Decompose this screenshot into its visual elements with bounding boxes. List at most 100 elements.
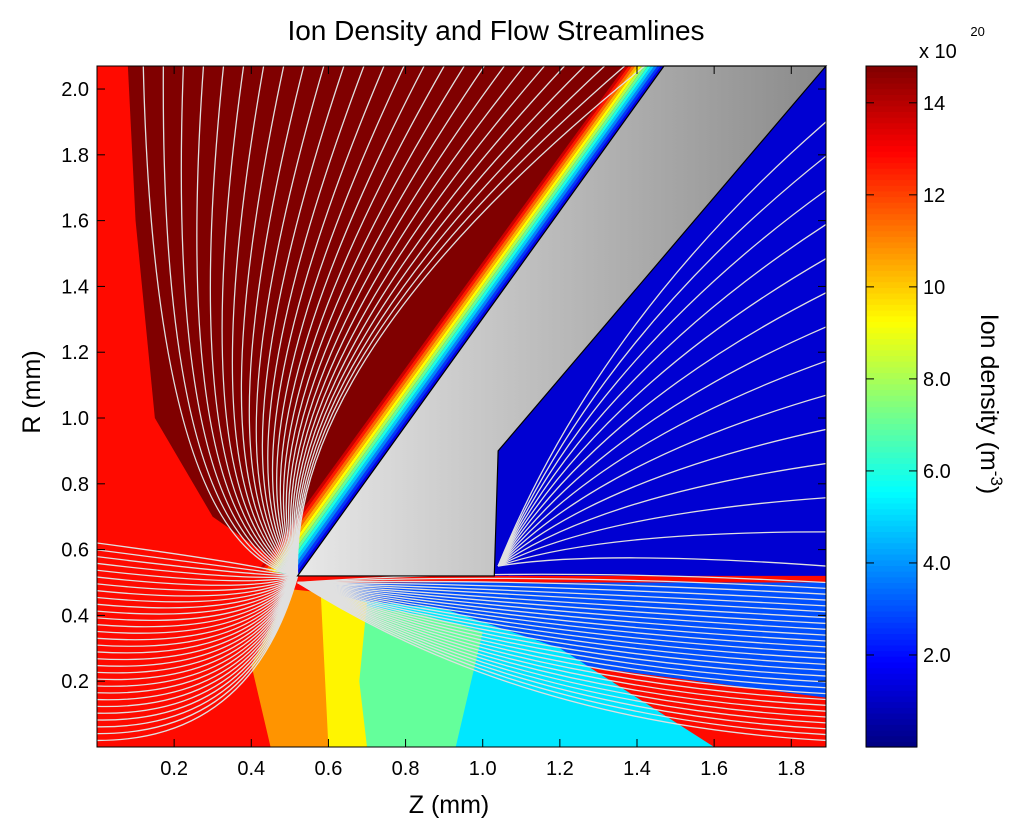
density-sheath-4 [281, 66, 652, 574]
colorbar-band [866, 168, 917, 175]
colorbar-band [866, 565, 917, 572]
colorbar-tick-label: 2.0 [923, 645, 951, 667]
colorbar-band [866, 639, 917, 646]
streamline-left-22 [97, 575, 298, 597]
streamline-left-20 [97, 575, 299, 609]
streamline-right-2 [497, 497, 826, 567]
colorbar-band [866, 327, 917, 334]
colorbar-band [866, 100, 917, 107]
x-tick-label: 0.6 [315, 758, 343, 780]
colorbar-band [866, 315, 917, 322]
colorbar-band [866, 520, 917, 527]
colorbar-band [866, 224, 917, 232]
colorbar-band [866, 673, 917, 680]
colorbar-band [866, 372, 917, 379]
y-tick-label: 1.8 [61, 145, 89, 167]
density-sheath-2 [287, 66, 658, 575]
colorbar-band [866, 173, 917, 181]
colorbar-band [866, 219, 917, 226]
colorbar-band [866, 213, 917, 220]
colorbar-band [866, 190, 917, 198]
colorbar-band [866, 355, 917, 362]
colorbar-band [866, 366, 917, 374]
streamline-left-25 [97, 569, 298, 582]
colorbar-band [866, 633, 917, 640]
density-sheath-8 [268, 66, 639, 572]
colorbar-band [866, 275, 917, 283]
streamline-upper-25 [296, 66, 646, 576]
colorbar-band [866, 548, 917, 555]
streamline-upper-6 [231, 66, 298, 577]
colorbar-band [866, 446, 917, 453]
colorbar-band [866, 230, 917, 237]
streamline-left-16 [97, 575, 299, 634]
streamline-left-12 [97, 575, 299, 661]
colorbar-band [866, 661, 917, 669]
streamline-left-18 [97, 575, 299, 622]
streamline-left-28 [97, 549, 298, 577]
streamline-upper-8 [248, 66, 305, 577]
colorbar-band [866, 502, 917, 510]
colorbar-band [866, 457, 917, 464]
colorbar-band [866, 684, 917, 691]
streamline-right-10 [497, 223, 826, 567]
colorbar-band [866, 151, 917, 158]
streamline-right-4 [497, 428, 826, 567]
streamline-left-11 [97, 575, 299, 667]
streamline-right-7 [497, 326, 826, 567]
colorbar-band [866, 434, 917, 442]
streamline-left-9 [97, 575, 299, 681]
plot-frame [96, 65, 827, 748]
streamline-upper-1 [162, 66, 298, 577]
colorbar-band [866, 605, 917, 612]
streamline-lower-9 [297, 581, 826, 689]
streamline-left-8 [97, 575, 299, 687]
colorbar-band [866, 741, 917, 748]
colorbar-band [866, 349, 917, 357]
colorbar-band [866, 610, 917, 618]
colorbar-band [866, 627, 917, 635]
streamline-left-29 [97, 542, 298, 577]
colorbar-band [866, 588, 917, 595]
colorbar-band [866, 156, 917, 164]
colorbar-band [866, 117, 917, 124]
streamline-lower-20 [297, 581, 826, 625]
colorbar-band [866, 162, 917, 169]
streamline-upper-19 [291, 66, 525, 577]
streamline-left-14 [97, 575, 299, 647]
streamline-upper-13 [276, 66, 405, 577]
colorbar-band [866, 241, 917, 249]
chart-title: Ion Density and Flow Streamlines [287, 15, 704, 46]
density-sheath-6 [275, 66, 645, 573]
colorbar-band [866, 378, 917, 385]
streamline-lower-16 [297, 581, 826, 648]
colorbar-band [866, 361, 917, 368]
colorbar-band [866, 582, 917, 589]
colorbar-band [866, 145, 917, 152]
streamline-upper-22 [295, 66, 586, 577]
colorbar-band [866, 105, 917, 112]
streamline-upper-0 [142, 66, 298, 577]
colorbar-band [866, 236, 917, 243]
streamline-right-3 [497, 462, 826, 567]
colorbar-band [866, 304, 917, 311]
colorbar-band [866, 440, 917, 447]
colorbar-band [866, 718, 917, 725]
streamline-lower-17 [297, 581, 826, 642]
streamline-lower-12 [297, 581, 826, 671]
colorbar-band [866, 66, 917, 73]
streamline-right-5 [497, 394, 826, 567]
streamline-upper-7 [240, 66, 298, 577]
streamline-lower-3 [297, 581, 826, 724]
streamline-left-7 [97, 575, 299, 694]
colorbar-band [866, 247, 917, 254]
streamline-lower-15 [297, 581, 826, 654]
streamline-lower-5 [297, 581, 826, 712]
colorbar-band [866, 707, 917, 714]
colorbar-band [866, 622, 917, 629]
colorbar-band [866, 537, 917, 544]
colorbar-band [866, 451, 917, 459]
colorbar-band [866, 344, 917, 351]
density-sheath-5 [278, 66, 648, 574]
colorbar-band [866, 395, 917, 402]
